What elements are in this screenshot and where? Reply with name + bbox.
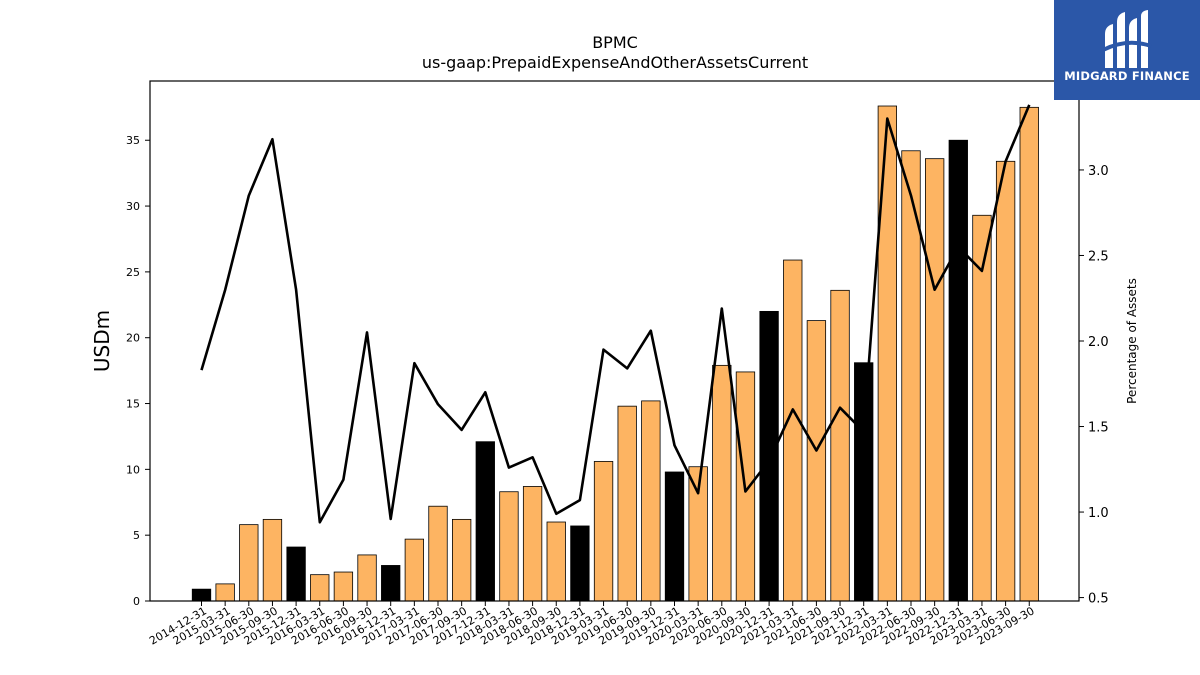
y2-tick-label: 2.0: [1088, 335, 1109, 350]
bar-2017-12-31: [475, 441, 495, 602]
y-tick-label: 20: [126, 332, 140, 345]
bar-2016-03-31: [310, 574, 330, 602]
y-tick-label: 0: [133, 595, 140, 608]
y-tick-label: 5: [133, 529, 140, 542]
bar-2016-09-30: [357, 554, 377, 602]
y2-tick-label: 1.5: [1088, 421, 1109, 436]
bar-2021-09-30: [830, 289, 850, 602]
y2-tick-label: 2.5: [1088, 249, 1109, 264]
bar-2015-09-30: [262, 518, 283, 602]
bar-series: [191, 105, 1039, 602]
bar-2018-09-30: [546, 521, 566, 602]
bar-2017-06-30: [428, 505, 448, 602]
y-tick-label: 10: [126, 463, 140, 476]
bar-2016-12-31: [381, 565, 401, 602]
bar-2021-03-31: [783, 259, 803, 602]
bar-2018-03-31: [499, 491, 519, 602]
bar-2015-12-31: [286, 546, 306, 602]
bar-2018-12-31: [570, 525, 590, 602]
bar-2019-09-30: [641, 400, 661, 602]
percentage-line: [200, 104, 1031, 524]
bar-2017-03-31: [404, 538, 425, 602]
y-axis-right: 0.5 1.0 1.5 2.0 2.5 3.0: [1079, 164, 1109, 607]
x-axis: 2014-12-312015-03-312015-06-302015-09-30…: [147, 601, 1037, 648]
bar-2014-12-31: [191, 588, 212, 602]
y-tick-label: 30: [126, 200, 140, 213]
bar-2022-12-31: [948, 139, 968, 602]
bar-2022-03-31: [877, 105, 897, 602]
percentage-line-series: [200, 104, 1031, 524]
bar-2018-06-30: [522, 486, 543, 602]
bar-2023-06-30: [995, 160, 1016, 602]
y2-tick-label: 3.0: [1088, 164, 1109, 179]
y-tick-label: 35: [126, 134, 140, 147]
brand-logo: MIDGARD FINANCE: [1054, 0, 1200, 100]
bar-2017-09-30: [451, 518, 472, 602]
y-axis-label: USDm: [90, 310, 114, 372]
bar-2022-09-30: [925, 158, 945, 602]
bar-2019-03-31: [593, 461, 614, 602]
bar-2019-06-30: [617, 405, 637, 602]
y-tick-label: 25: [126, 266, 140, 279]
brand-name: MIDGARD FINANCE: [1064, 69, 1190, 83]
midgard-mark-icon: [1102, 10, 1152, 68]
y2-tick-label: 1.0: [1088, 506, 1109, 521]
bar-2023-09-30: [1019, 106, 1039, 602]
y2-tick-label: 0.5: [1088, 592, 1109, 607]
y-axis-left: 0 5 10 15 20 25 30 35: [126, 134, 150, 608]
bar-2020-12-31: [759, 310, 779, 602]
bar-2021-12-31: [854, 362, 874, 602]
y-tick-label: 15: [126, 398, 140, 411]
chart-title: BPMC: [592, 33, 638, 52]
y2-axis-label: Percentage of Assets: [1125, 278, 1139, 404]
bar-2015-06-30: [239, 524, 259, 602]
chart-subtitle: us-gaap:PrepaidExpenseAndOtherAssetsCurr…: [422, 53, 808, 72]
bar-2015-03-31: [215, 583, 235, 602]
bar-2019-12-31: [664, 471, 685, 602]
bar-2016-06-30: [333, 571, 354, 602]
bar-2020-06-30: [712, 364, 732, 602]
bar-2021-06-30: [806, 320, 827, 602]
bar-2023-03-31: [972, 214, 992, 602]
